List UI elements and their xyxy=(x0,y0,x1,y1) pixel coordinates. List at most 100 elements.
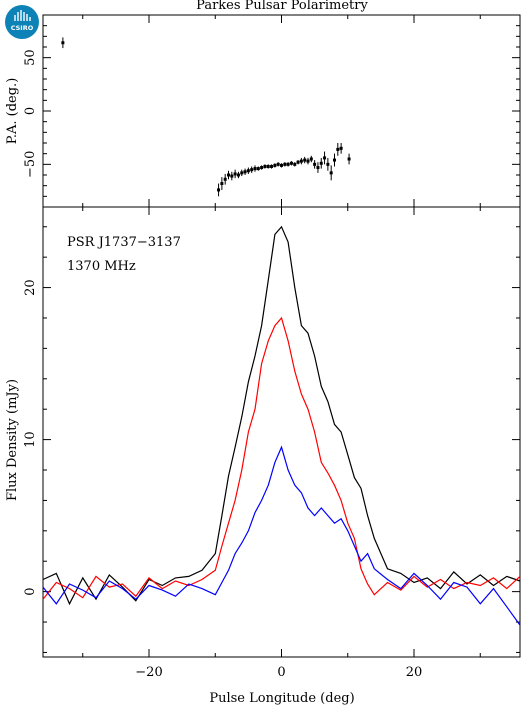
flux-ticks xyxy=(43,207,520,657)
pa-marker xyxy=(339,146,343,150)
pa-point xyxy=(270,164,274,169)
pa-marker xyxy=(246,169,250,173)
pa-point xyxy=(316,162,320,173)
pa-marker xyxy=(276,162,280,166)
pa-marker xyxy=(230,174,234,178)
pa-marker xyxy=(270,164,274,168)
pa-marker xyxy=(256,167,260,171)
pa-point xyxy=(250,166,254,173)
pa-marker xyxy=(329,171,333,175)
pa-y-tick-label: −50 xyxy=(23,151,38,178)
pa-point xyxy=(319,157,323,169)
flux-y-tick-label: 20 xyxy=(23,279,38,296)
chart-title: Parkes Pulsar Polarimetry xyxy=(196,0,368,13)
pa-marker xyxy=(233,172,237,176)
pa-marker xyxy=(250,168,254,172)
pa-panel-frame xyxy=(42,14,521,208)
pa-marker xyxy=(280,163,283,167)
pa-marker xyxy=(316,166,320,170)
pa-marker xyxy=(236,173,240,177)
pa-point xyxy=(336,143,340,156)
flux-panel: 0 10 20 −20 0 20 PSR J1737−3137 1370 MHz Flu… xyxy=(5,206,521,706)
csiro-logo: CSIRO xyxy=(5,5,39,39)
pa-points xyxy=(61,37,351,197)
pa-point xyxy=(263,164,267,169)
pa-marker xyxy=(223,177,227,181)
pa-marker xyxy=(286,162,290,166)
pa-marker xyxy=(323,156,327,160)
pa-point xyxy=(333,153,336,167)
pa-point xyxy=(240,169,244,177)
flux-x-tick-label: 0 xyxy=(277,665,285,680)
pa-point xyxy=(323,151,327,165)
pa-point xyxy=(61,37,65,49)
pa-point xyxy=(266,164,270,169)
pa-point xyxy=(243,168,247,175)
pa-point xyxy=(273,163,277,168)
pa-point xyxy=(220,177,224,190)
pa-point xyxy=(339,143,343,154)
pa-marker xyxy=(306,159,310,163)
pa-point xyxy=(286,162,290,167)
pa-point xyxy=(256,166,260,171)
frequency-annotation: 1370 MHz xyxy=(67,259,136,274)
csiro-logo-circle xyxy=(5,5,39,39)
pa-point xyxy=(253,165,257,172)
pa-marker xyxy=(227,173,230,177)
pa-point xyxy=(309,155,313,163)
pa-point xyxy=(303,156,307,164)
pa-y-tick-labels: −50 0 50 xyxy=(23,49,38,178)
pa-y-tick-label: 0 xyxy=(23,107,38,115)
pa-point xyxy=(313,160,317,169)
pa-point xyxy=(347,153,351,165)
pa-point xyxy=(276,162,280,167)
pa-point xyxy=(233,169,237,179)
csiro-logo-text: CSIRO xyxy=(11,24,34,32)
pa-marker xyxy=(309,157,313,161)
pa-marker xyxy=(303,158,307,162)
pa-point xyxy=(296,160,300,165)
flux-series-line-1 xyxy=(42,316,521,600)
pa-marker xyxy=(333,158,336,162)
pa-point xyxy=(280,163,283,168)
flux-series xyxy=(42,225,521,626)
pa-marker xyxy=(319,161,323,165)
psr-name-annotation: PSR J1737−3137 xyxy=(67,235,181,250)
pa-point xyxy=(283,162,287,167)
flux-series-line-2 xyxy=(42,445,521,626)
pa-point xyxy=(329,165,333,181)
flux-y-tick-labels: 0 10 20 xyxy=(23,279,38,595)
pa-marker xyxy=(326,162,330,166)
pa-point xyxy=(260,165,264,170)
pa-marker xyxy=(347,157,351,161)
pa-marker xyxy=(336,147,340,151)
pa-y-axis-label: P.A. (deg.) xyxy=(5,78,20,145)
x-axis-label: Pulse Longitude (deg) xyxy=(209,691,354,706)
pa-point xyxy=(236,171,240,179)
pa-marker xyxy=(293,162,297,166)
pa-point xyxy=(289,161,293,166)
flux-x-tick-label: −20 xyxy=(135,665,162,680)
flux-x-tick-label: 20 xyxy=(406,665,423,680)
pa-marker xyxy=(243,170,247,174)
pa-marker xyxy=(263,164,267,168)
pa-point xyxy=(299,157,303,165)
flux-y-tick-label: 0 xyxy=(23,587,38,595)
pa-marker xyxy=(296,160,300,164)
flux-y-tick-label: 10 xyxy=(23,431,38,448)
pa-marker xyxy=(289,161,293,165)
pa-point xyxy=(246,167,250,174)
pa-point xyxy=(326,157,330,171)
pa-marker xyxy=(283,162,287,166)
pa-marker xyxy=(260,166,264,170)
pa-marker xyxy=(220,182,224,186)
pa-marker xyxy=(266,164,270,168)
csiro-logo-mark xyxy=(14,10,31,21)
flux-series-line-0 xyxy=(42,225,521,606)
pa-marker xyxy=(273,163,277,167)
pa-marker xyxy=(313,162,317,166)
pa-point xyxy=(223,173,227,185)
pa-marker xyxy=(61,41,65,45)
